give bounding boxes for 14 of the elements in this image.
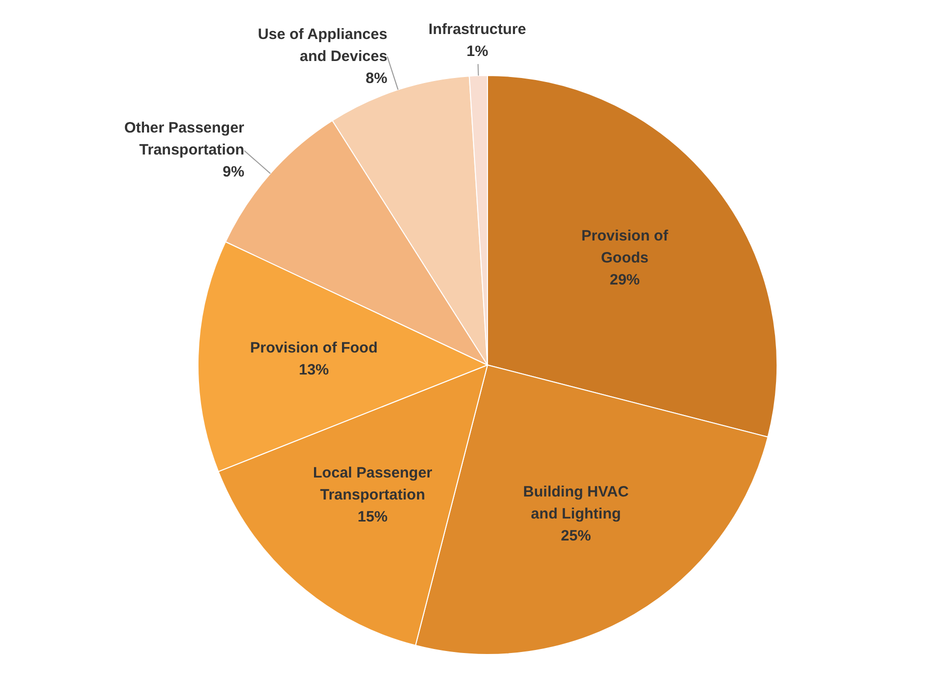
data-label: 15% (358, 508, 388, 526)
data-label: 25% (560, 528, 591, 545)
data-label: 9% (222, 164, 244, 181)
slice-label: Local Passenger Transportation (313, 464, 432, 504)
slice-label: Use of Appliances and Devices (258, 26, 388, 65)
data-label: 13% (298, 362, 329, 379)
slice-label: Provision of Food (250, 340, 378, 357)
slice-label: Infrastructure (428, 21, 526, 38)
slice-label: Building HVAC and Lighting (523, 484, 629, 523)
slice-label: Provision of Goods (581, 228, 670, 267)
data-label: 1% (466, 43, 488, 60)
slice-label: Other Passenger Transportation (124, 120, 244, 159)
data-label: 8% (366, 70, 388, 87)
data-label: 29% (610, 272, 640, 289)
